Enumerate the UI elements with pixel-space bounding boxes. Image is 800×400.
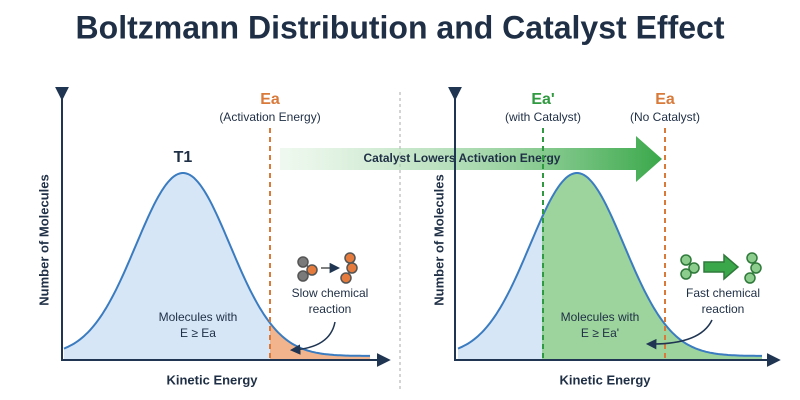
reaction-label: reaction [702, 302, 745, 316]
area-label: Molecules with [561, 310, 640, 324]
pointer-arrow [289, 321, 336, 355]
tail-area [270, 323, 370, 360]
left-panel: Number of Molecules Kinetic Energy T1 Ea… [36, 86, 391, 387]
curve-area [64, 173, 370, 360]
reaction-label: reaction [309, 302, 352, 316]
axes [55, 86, 391, 367]
threshold-label: Ea' [531, 91, 554, 108]
curve-label: T1 [174, 149, 193, 166]
x-axis-label: Kinetic Energy [166, 372, 258, 387]
pointer-arrow [645, 319, 713, 350]
threshold-label: Ea [655, 91, 675, 108]
arrow-label: Catalyst Lowers Activation Energy [364, 151, 561, 165]
threshold-sublabel: (Activation Energy) [219, 110, 320, 124]
molecule-icon [680, 252, 762, 284]
reaction-label: Fast chemical [686, 286, 760, 300]
area-label: Molecules with [159, 310, 238, 324]
y-axis-label: Number of Molecules [431, 174, 446, 305]
area-label: E ≥ Ea [180, 326, 216, 340]
molecule-icon [297, 252, 358, 284]
x-axis-label: Kinetic Energy [559, 372, 651, 387]
threshold-sublabel: (No Catalyst) [630, 110, 700, 124]
area-label: E ≥ Ea' [581, 326, 619, 340]
right-panel: Number of Molecules Kinetic Energy Ea' (… [431, 86, 781, 387]
title: Boltzmann Distribution and Catalyst Effe… [76, 9, 725, 45]
reaction-label: Slow chemical [292, 286, 369, 300]
threshold-sublabel: (with Catalyst) [505, 110, 581, 124]
threshold-label: Ea [260, 91, 280, 108]
axes [448, 86, 781, 367]
curve-area [458, 213, 544, 360]
y-axis-label: Number of Molecules [36, 174, 51, 305]
